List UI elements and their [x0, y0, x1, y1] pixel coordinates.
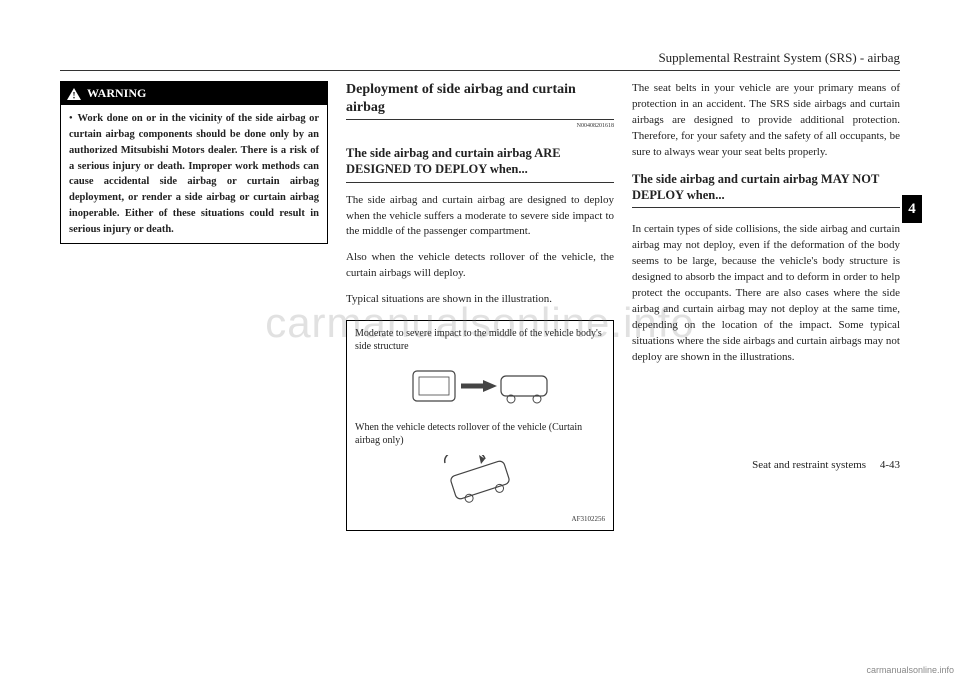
- para-deploy-2: Also when the vehicle detects rollover o…: [346, 250, 614, 282]
- page-header: Supplemental Restraint System (SRS) - ai…: [60, 50, 900, 71]
- section-code: N00408201618: [346, 122, 614, 131]
- subsection-deploy-title: The side airbag and curtain airbag ARE D…: [346, 145, 614, 183]
- section-title: Deployment of side airbag and curtain ai…: [346, 81, 614, 117]
- warning-label: WARNING: [87, 85, 146, 102]
- figure-code: AF3102256: [355, 515, 605, 524]
- section-rule: [346, 119, 614, 120]
- column-1: ! WARNING Work done on or in the vicinit…: [60, 81, 328, 531]
- para-col3-1: The seat belts in your vehicle are your …: [632, 81, 900, 161]
- warning-icon: !: [67, 88, 81, 100]
- figure-image-1: [355, 357, 605, 415]
- figure-caption-1: Moderate to severe impact to the middle …: [355, 327, 605, 353]
- svg-text:!: !: [73, 90, 76, 100]
- watermark-small: carmanualsonline.info: [866, 665, 954, 675]
- para-deploy-1: The side airbag and curtain airbag are d…: [346, 193, 614, 241]
- footer-section: Seat and restraint systems: [752, 459, 866, 471]
- figure-image-2: [355, 451, 605, 509]
- subsection-nodeploy-title: The side airbag and curtain airbag MAY N…: [632, 171, 900, 209]
- column-2: Deployment of side airbag and curtain ai…: [346, 81, 614, 531]
- warning-item: Work done on or in the vicinity of the s…: [69, 111, 319, 237]
- page-footer: Seat and restraint systems 4-43: [752, 459, 900, 471]
- warning-box: ! WARNING Work done on or in the vicinit…: [60, 81, 328, 244]
- figure-box: Moderate to severe impact to the middle …: [346, 320, 614, 531]
- footer-page: 4-43: [880, 459, 900, 471]
- figure-caption-2: When the vehicle detects rollover of the…: [355, 421, 605, 447]
- warning-header: ! WARNING: [61, 82, 327, 105]
- chapter-tab: 4: [902, 195, 922, 223]
- warning-body: Work done on or in the vicinity of the s…: [61, 105, 327, 243]
- para-col3-2: In certain types of side collisions, the…: [632, 222, 900, 365]
- para-deploy-3: Typical situations are shown in the illu…: [346, 292, 614, 308]
